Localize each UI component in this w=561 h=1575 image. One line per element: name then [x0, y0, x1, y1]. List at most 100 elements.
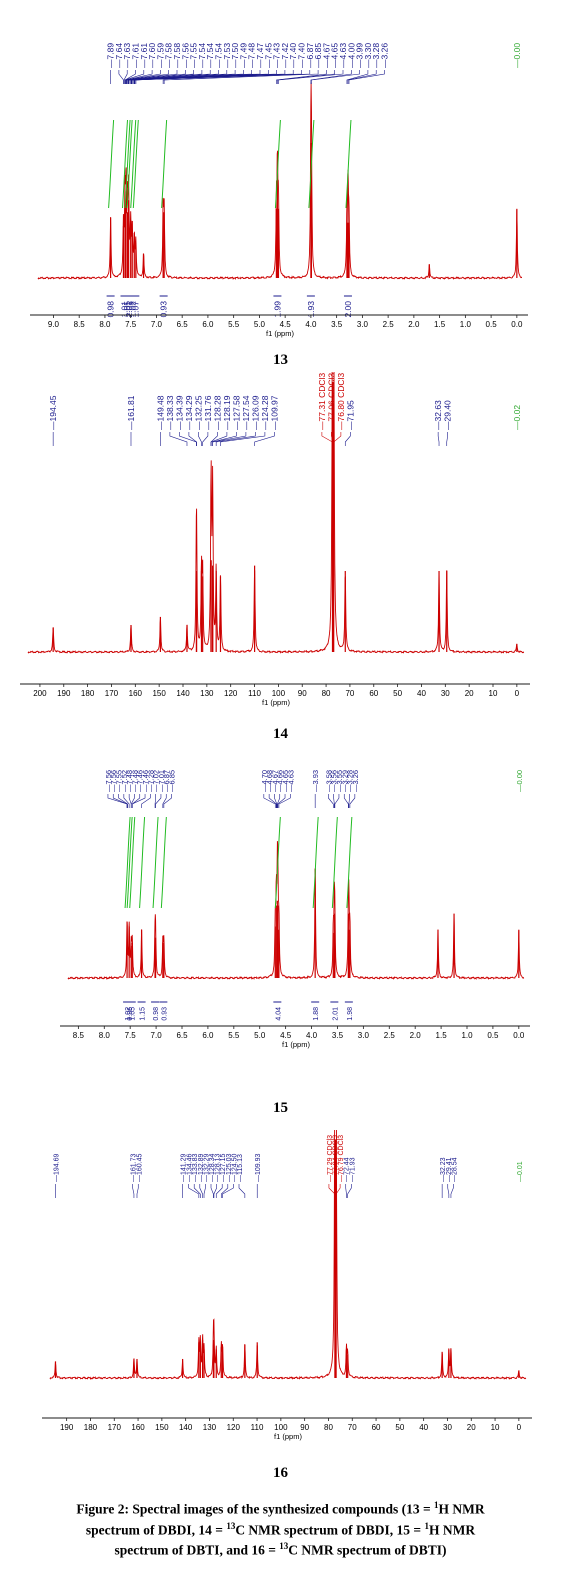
integral-value: 1.02 [125, 1007, 132, 1021]
x-tick-label: 4.0 [305, 320, 317, 329]
x-tick-label: 0 [515, 689, 520, 698]
compound-number-15: 15 [273, 1100, 288, 1116]
x-tick-label: 5.5 [228, 320, 240, 329]
peak-label: —6.87 [305, 43, 315, 68]
x-tick-label: 60 [372, 1423, 381, 1432]
peak-leader-line [344, 432, 351, 446]
integral-curve [160, 816, 167, 909]
x-axis-label: f1 (ppm) [262, 698, 290, 707]
peak-label: —133.83 [192, 1153, 199, 1182]
peak-leader-line [335, 1184, 341, 1198]
peak-leader-line [125, 70, 153, 84]
peak-leader-line [212, 432, 247, 446]
peak-label: —4.70 [260, 770, 269, 792]
peak-leader-line [169, 432, 188, 446]
x-tick-label: 130 [200, 689, 214, 698]
peak-leader-line [130, 794, 135, 808]
peak-leader-line [263, 794, 276, 808]
peak-leader-line [348, 70, 385, 84]
x-tick-label: 140 [176, 689, 190, 698]
x-tick-label: 8.5 [73, 1031, 85, 1040]
peak-leader-line [348, 794, 350, 808]
peak-leader-line [220, 1184, 229, 1198]
peak-label: —4.67 [321, 43, 331, 68]
peak-leader-line [125, 70, 161, 84]
x-tick-label: 3.5 [331, 320, 343, 329]
peak-label: —126.09 [250, 395, 260, 430]
x-axis-label: f1 (ppm) [282, 1040, 310, 1049]
peak-leader-line [277, 794, 286, 808]
x-tick-label: 1.5 [436, 1031, 448, 1040]
peak-leader-line [155, 794, 162, 808]
peak-leader-line [278, 70, 344, 84]
peak-leader-line [311, 70, 360, 84]
peak-label: —3.30 [363, 43, 373, 68]
spectrum-trace [27, 372, 525, 654]
peak-leader-line [274, 794, 278, 808]
x-tick-label: 110 [248, 689, 261, 698]
integral-curve [124, 816, 131, 909]
peak-leader-line [334, 794, 340, 808]
x-tick-label: 9.0 [48, 320, 60, 329]
x-tick-label: 3.0 [357, 320, 369, 329]
x-tick-label: 70 [345, 689, 354, 698]
integral-curve [126, 816, 133, 909]
x-tick-label: 10 [491, 1423, 500, 1432]
x-tick-label: 30 [443, 1423, 452, 1432]
peak-label: —7.54 [214, 43, 224, 68]
peak-label: —4.65 [281, 770, 290, 792]
integral-curve [130, 119, 137, 209]
peak-label: —3.55 [335, 770, 344, 792]
peak-label: —3.28 [371, 43, 381, 68]
peak-label: —3.26 [380, 43, 390, 68]
peak-leader-line [277, 794, 281, 808]
x-tick-label: 190 [60, 1423, 74, 1432]
peak-leader-line [450, 1184, 454, 1198]
reference-peak-label: —0.01 [517, 1161, 524, 1182]
peak-leader-line [345, 1184, 347, 1198]
integral-value: 0.93 [161, 1007, 168, 1021]
peak-leader-line [163, 70, 319, 84]
integral-value: 2.00 [343, 301, 353, 318]
peak-label: —3.28 [346, 770, 355, 792]
peak-label: —7.01 [157, 770, 166, 792]
peak-label: —7.54 [205, 43, 215, 68]
x-tick-label: 170 [105, 689, 119, 698]
spectrum-panel-13: —7.89 —7.64 —7.63 —7.61 —7.61 —7.60 —7.59 —7.58… [0, 0, 561, 360]
peak-leader-line [203, 1184, 206, 1198]
integral-value: 1.07 [130, 301, 140, 318]
integral-value: 1.88 [313, 1007, 320, 1021]
peak-label: —7.50 [230, 43, 240, 68]
integral-curve [139, 816, 146, 909]
peak-leader-line [349, 794, 356, 808]
peak-label: —7.53 [222, 43, 232, 68]
x-tick-label: 1.0 [461, 1031, 473, 1040]
peak-leader-line [328, 794, 334, 808]
peak-label: —4.68 [265, 770, 274, 792]
peak-leader-line [277, 70, 336, 84]
integral-curve [331, 816, 338, 909]
peak-label: —127.58 [231, 395, 241, 430]
x-tick-label: 3.5 [332, 1031, 344, 1040]
x-tick-label: 100 [274, 1423, 288, 1432]
peak-label: —3.26 [351, 770, 360, 792]
peak-label: —194.45 [48, 395, 58, 430]
peak-label: —7.63 [122, 43, 132, 68]
x-tick-label: 7.5 [125, 320, 137, 329]
compound-number-14: 14 [273, 726, 288, 742]
peak-leader-line [334, 1184, 336, 1198]
peak-label: —32.23 [440, 1157, 447, 1182]
peak-label: —7.40 [297, 43, 307, 68]
peak-leader-line [131, 794, 146, 808]
integral-curve [346, 816, 353, 909]
x-tick-label: 2.5 [383, 320, 395, 329]
x-tick-label: 5.5 [228, 1031, 240, 1040]
x-tick-label: 40 [417, 689, 426, 698]
peak-leader-line [128, 794, 132, 808]
x-tick-label: 190 [57, 689, 71, 698]
peak-leader-line [163, 794, 172, 808]
x-tick-label: 140 [179, 1423, 193, 1432]
peak-label: —7.58 [164, 43, 174, 68]
x-tick-label: 200 [33, 689, 47, 698]
integral-curve [129, 816, 136, 909]
